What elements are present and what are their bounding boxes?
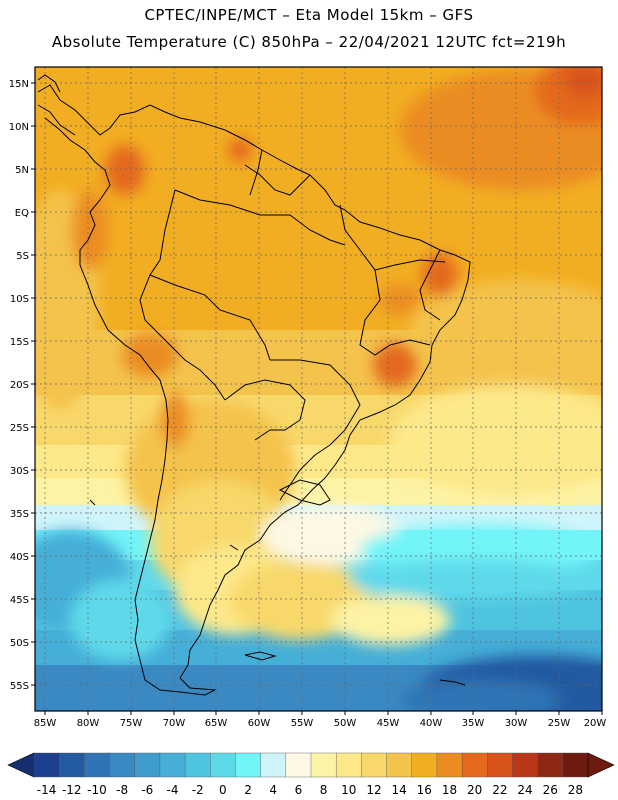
colorbar-label: 4 <box>269 783 278 797</box>
graticule <box>35 67 602 711</box>
colorbar-cell <box>109 752 136 778</box>
colorbar-label: 2 <box>244 783 252 797</box>
axis-ticks <box>31 82 603 715</box>
colorbar-label: 10 <box>341 783 357 797</box>
colorbar-cell <box>285 752 312 778</box>
lat-label: 35S <box>10 509 29 520</box>
lon-label: 20W <box>584 718 607 729</box>
colorbar-label: 22 <box>492 783 508 797</box>
lon-label: 50W <box>334 718 357 729</box>
colorbar-cell <box>386 752 413 778</box>
colorbar-label: 28 <box>567 783 584 797</box>
colorbar-label: -2 <box>191 783 204 797</box>
colorbar-high-arrow <box>587 752 615 778</box>
lat-label: 50S <box>10 638 29 649</box>
colorbar-label: 14 <box>391 783 407 797</box>
coastlines <box>37 74 471 696</box>
longitude-labels: 85W 80W 75W 70W 65W 60W 55W 50W 45W 40W … <box>34 718 607 729</box>
colorbar-label: 6 <box>294 783 303 797</box>
lat-label: 5S <box>16 251 29 262</box>
colorbar-cell <box>84 752 111 778</box>
colorbar-label: -6 <box>141 783 154 797</box>
lat-label: EQ <box>15 208 29 219</box>
colorbar-label: 12 <box>366 783 382 797</box>
colorbar-cell <box>461 752 488 778</box>
lon-label: 60W <box>248 718 271 729</box>
temperature-field <box>35 67 602 711</box>
map-frame <box>34 66 603 712</box>
colorbar-cell <box>210 752 236 778</box>
lat-label: 5N <box>15 165 29 176</box>
colorbar-cell <box>159 752 186 778</box>
colorbar-cell <box>487 752 513 778</box>
lon-label: 40W <box>420 718 443 729</box>
colorbar-cell <box>235 752 262 778</box>
colorbar-cell <box>335 752 362 778</box>
lon-label: 75W <box>120 718 143 729</box>
colorbar-label: -8 <box>116 783 129 797</box>
lon-label: 65W <box>205 718 228 729</box>
map-title-line2: Absolute Temperature (C) 850hPa – 22/04/… <box>51 33 567 51</box>
colorbar-label: -14 <box>36 783 57 797</box>
lon-label: 85W <box>34 718 57 729</box>
colorbar-label: 26 <box>542 783 558 797</box>
lat-label: 25S <box>10 423 29 434</box>
colorbar <box>7 752 615 778</box>
colorbar-cell <box>361 752 388 778</box>
lon-label: 35W <box>462 718 485 729</box>
lon-label: 45W <box>377 718 400 729</box>
colorbar-label: 18 <box>441 783 458 797</box>
colorbar-label: 20 <box>467 783 483 797</box>
lon-label: 25W <box>548 718 571 729</box>
colorbar-cell <box>310 752 337 778</box>
lon-label: 80W <box>77 718 100 729</box>
lat-label: 40S <box>10 552 29 563</box>
lat-label: 45S <box>10 595 29 606</box>
colorbar-cell <box>260 752 287 778</box>
colorbar-label: -4 <box>166 783 179 797</box>
colorbar-cell <box>512 752 539 778</box>
colorbar-cell <box>537 752 564 778</box>
lon-label: 55W <box>291 718 314 729</box>
lon-label: 30W <box>505 718 528 729</box>
colorbar-label: 16 <box>416 783 432 797</box>
map-title-line1: CPTEC/INPE/MCT – Eta Model 15km – GFS <box>144 6 474 24</box>
lat-label: 15N <box>9 79 29 90</box>
lat-label: 30S <box>10 466 29 477</box>
colorbar-label: 24 <box>517 783 533 797</box>
colorbar-cell <box>184 752 211 778</box>
colorbar-cell <box>33 752 60 778</box>
colorbar-cell <box>562 752 589 778</box>
lat-label: 15S <box>10 337 29 348</box>
colorbar-cell <box>411 752 438 778</box>
colorbar-label: 0 <box>219 783 227 797</box>
lat-label: 10N <box>9 122 29 133</box>
latitude-labels: 15N 10N 5N EQ 5S 10S 15S 20S 25S 30S 35S… <box>9 79 29 692</box>
colorbar-cell <box>436 752 463 778</box>
colorbar-label: -10 <box>87 783 107 797</box>
colorbar-low-arrow <box>7 752 35 778</box>
colorbar-label: 8 <box>319 783 328 797</box>
lon-label: 70W <box>163 718 186 729</box>
lat-label: 10S <box>10 294 29 305</box>
lat-label: 55S <box>10 681 29 692</box>
colorbar-cell <box>58 752 85 778</box>
colorbar-cell <box>134 752 161 778</box>
colorbar-label: -12 <box>61 783 82 797</box>
lat-label: 20S <box>10 380 29 391</box>
